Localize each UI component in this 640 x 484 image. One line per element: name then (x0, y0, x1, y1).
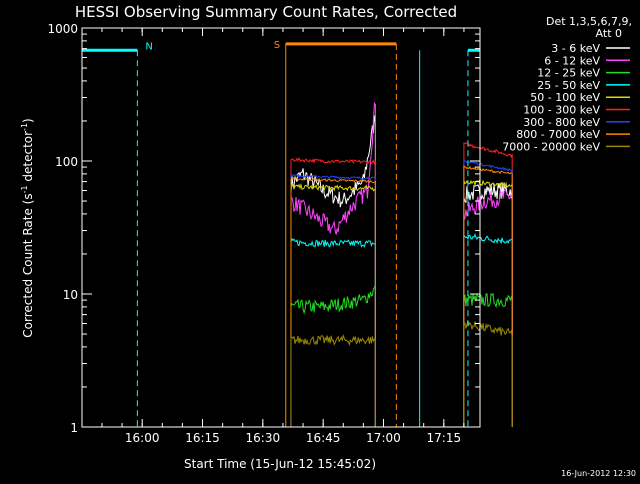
series-line-1-b (463, 187, 513, 428)
legend-label-6: 300 - 800 keV (523, 116, 600, 129)
series-line-6-b (463, 159, 513, 428)
legend-label-3: 25 - 50 keV (537, 79, 600, 92)
series-line-4-b (463, 179, 513, 428)
x-tick-label: 17:00 (366, 431, 401, 445)
x-tick-label: 16:15 (185, 431, 220, 445)
x-tick-label: 17:15 (427, 431, 462, 445)
x-tick-label: 16:00 (125, 431, 160, 445)
legend-label-8: 7000 - 20000 keV (502, 140, 600, 153)
x-tick-label: 16:45 (306, 431, 341, 445)
y-tick-label: 1000 (47, 22, 78, 36)
night-flag-label: N (145, 41, 152, 52)
series-line-7-a (290, 177, 376, 428)
legend-label-7: 800 - 7000 keV (516, 128, 600, 141)
legend-label-4: 50 - 100 keV (530, 91, 600, 104)
x-tick-label: 16:30 (246, 431, 281, 445)
series-line-1-a (290, 101, 376, 428)
legend-label-5: 100 - 300 keV (523, 104, 600, 117)
series-line-3-b (463, 233, 513, 428)
series-layer (290, 101, 513, 428)
legend-header-1: Det 1,3,5,6,7,9, (546, 15, 632, 28)
series-line-4-a (290, 182, 376, 428)
series-line-2-b (463, 292, 513, 428)
series-line-3-a (290, 237, 376, 428)
legend-header-2: Att 0 (596, 27, 622, 40)
legend-label-0: 3 - 6 keV (551, 42, 600, 55)
chart-title: HESSI Observing Summary Count Rates, Cor… (75, 3, 457, 21)
series-line-7-b (463, 164, 513, 428)
legend-label-1: 6 - 12 keV (544, 54, 600, 67)
footer-date: 16-Jun-2012 12:30 (561, 469, 636, 478)
series-line-6-a (290, 173, 376, 428)
series-line-8-b (463, 320, 513, 428)
series-line-2-a (290, 284, 376, 428)
ticks-layer: 16:00 16:15 16:30 16:45 17:00 17:15 1 10 100 1000 (47, 22, 480, 445)
y-tick-label: 10 (63, 288, 78, 302)
plot-frame (81, 27, 481, 428)
saa-flag-label: S (274, 40, 280, 51)
series-line-0-a (290, 115, 376, 428)
y-axis-label: Corrected Count Rate (s-1 detector-1) (20, 118, 35, 337)
y-tick-label: 1 (70, 421, 78, 435)
legend-label-2: 12 - 25 keV (537, 67, 600, 80)
series-line-5-b (463, 142, 513, 428)
series-line-5-a (290, 157, 376, 428)
series-line-8-a (290, 333, 376, 428)
x-axis-label: Start Time (15-Jun-12 15:45:02) (184, 457, 376, 471)
y-tick-label: 100 (55, 155, 78, 169)
